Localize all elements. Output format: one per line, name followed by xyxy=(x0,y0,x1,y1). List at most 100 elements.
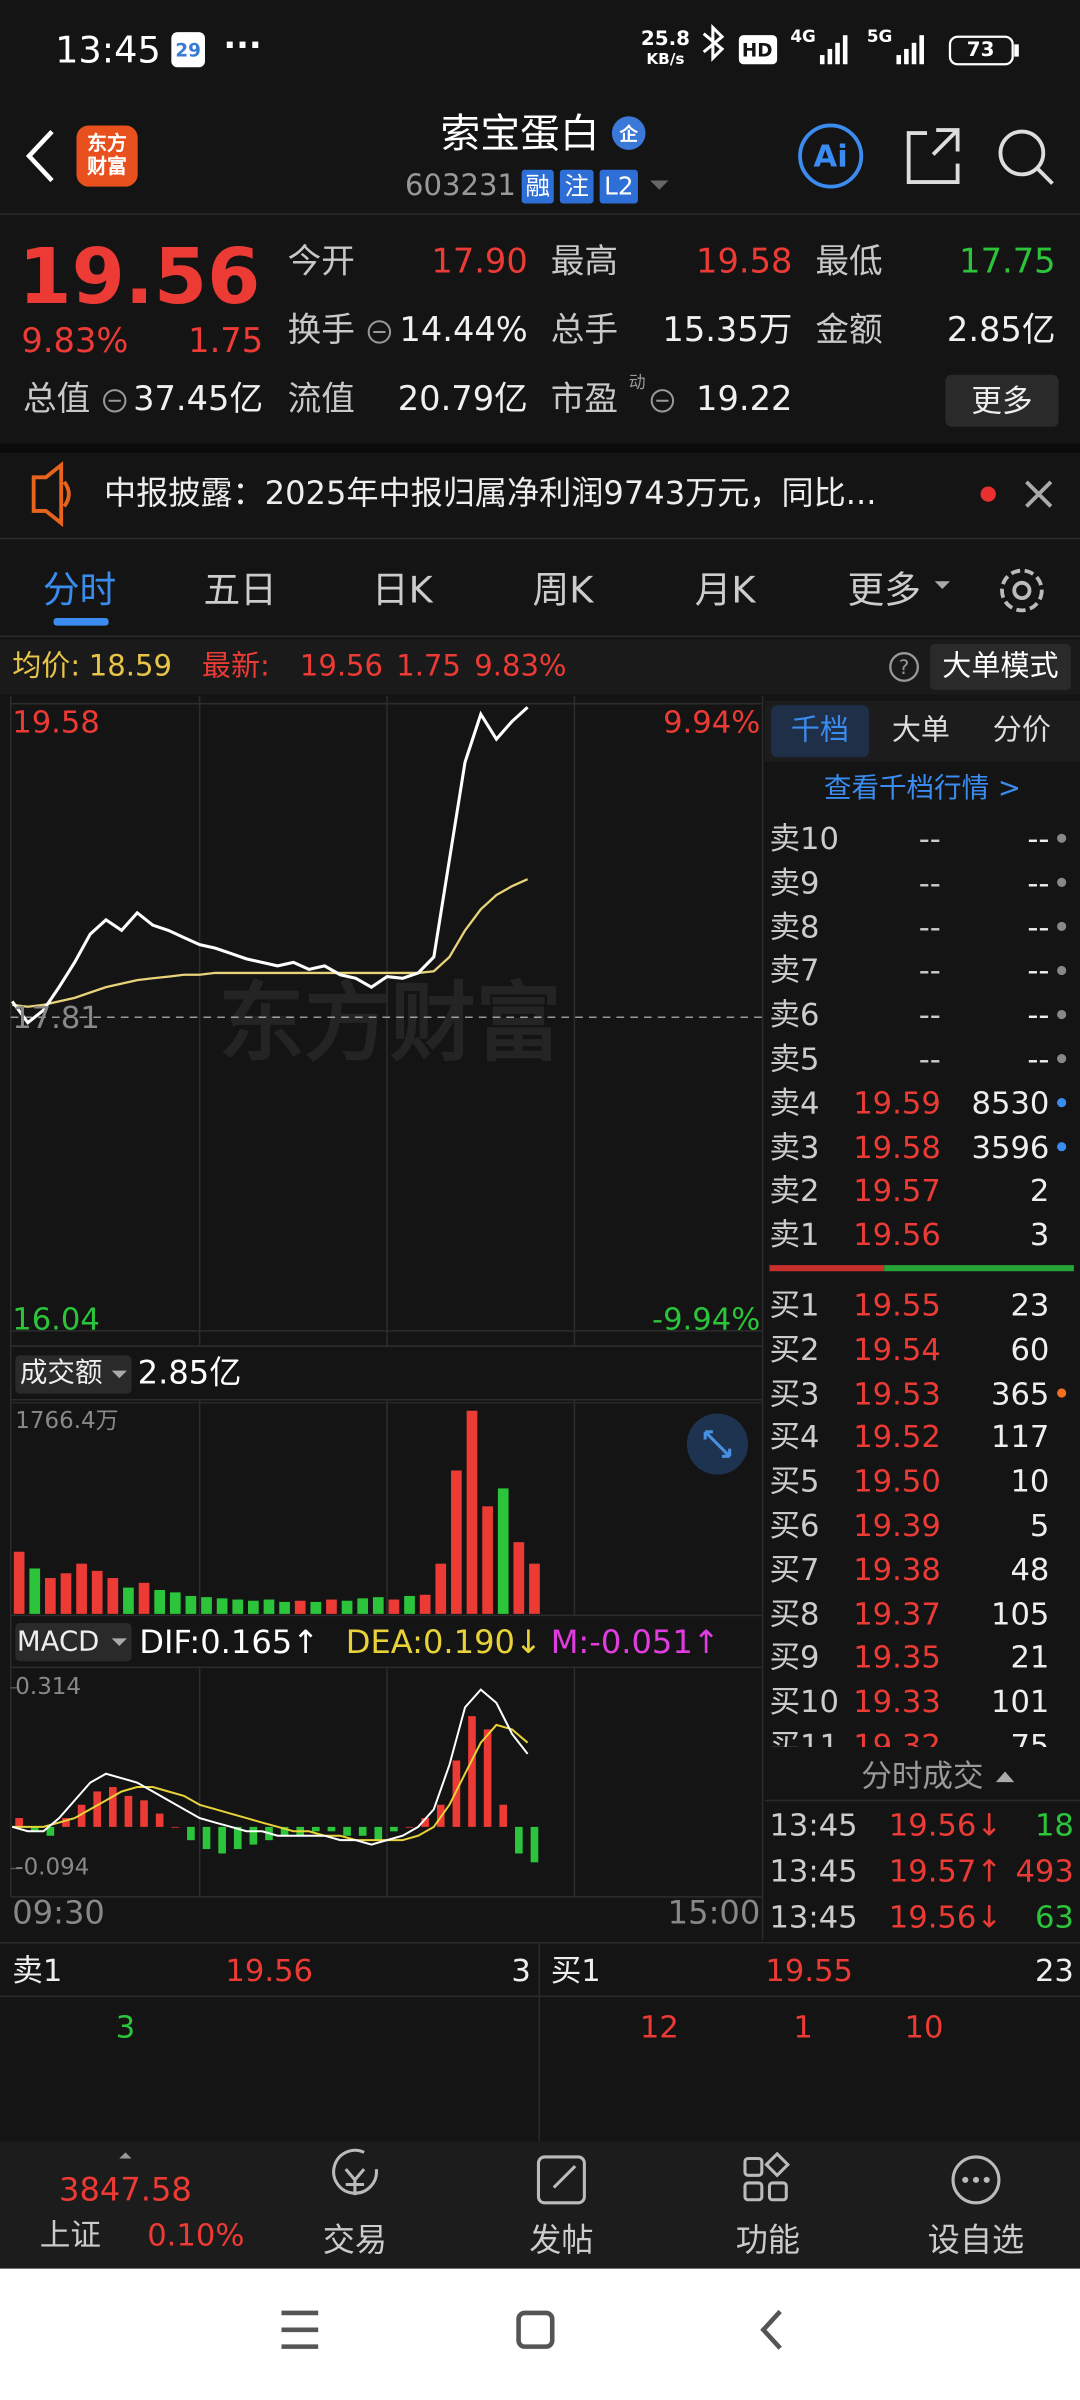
book-dot xyxy=(1057,1142,1067,1152)
nav-item[interactable]: 功能 xyxy=(735,2221,801,2259)
nav-item[interactable]: 设自选 xyxy=(927,2221,1025,2259)
volume-bar xyxy=(466,1410,478,1614)
tab[interactable]: 日K xyxy=(371,569,433,612)
trade-time: 13:45 xyxy=(769,1806,858,1844)
volume-bar xyxy=(216,1598,228,1614)
macd-selector[interactable] xyxy=(15,1623,132,1662)
book-level: 卖5 xyxy=(769,1040,820,1077)
book-tab[interactable]: 分价 xyxy=(992,713,1051,748)
stock-tag: 融 xyxy=(525,171,550,201)
book-volume: 48 xyxy=(1010,1550,1050,1588)
book-dot xyxy=(1057,877,1067,887)
book-volume: 5 xyxy=(1029,1506,1050,1544)
book-level: 卖4 xyxy=(769,1084,820,1121)
book-dot xyxy=(1057,1009,1067,1020)
tab[interactable]: 分时 xyxy=(42,569,117,612)
help-icon[interactable] xyxy=(889,652,919,682)
book-level: 卖1 xyxy=(769,1216,820,1254)
back-button[interactable] xyxy=(25,129,54,183)
calendar-icon xyxy=(171,32,205,68)
avg-value: 18.59 xyxy=(88,649,172,684)
book-level: 买10 xyxy=(769,1683,839,1720)
caret xyxy=(111,1638,127,1647)
book-price: 19.54 xyxy=(853,1330,941,1368)
ai-button[interactable] xyxy=(798,123,864,189)
buy-label: 买1 xyxy=(550,1951,601,1989)
book-link[interactable]: 查看千档行情 > xyxy=(823,772,1021,805)
watermark: 东方财富 xyxy=(218,974,562,1074)
help-icon[interactable]: ? xyxy=(898,657,910,680)
stock-badge: 企 xyxy=(619,123,638,146)
share-button[interactable] xyxy=(906,128,960,184)
dea-line xyxy=(12,1723,529,1842)
expand-button[interactable] xyxy=(686,1413,749,1475)
book-tab-selected[interactable] xyxy=(770,705,869,758)
book-level: 买3 xyxy=(769,1374,820,1412)
change-amount: 1.75 xyxy=(188,322,264,362)
search-button[interactable] xyxy=(998,129,1054,185)
macd-bar xyxy=(515,1826,523,1854)
book-price: 19.39 xyxy=(853,1506,941,1544)
tab[interactable]: 月K xyxy=(694,569,756,612)
book-tab[interactable]: 千档 xyxy=(790,713,850,748)
book-level: 买1 xyxy=(769,1286,820,1324)
index-value[interactable]: 3847.58 xyxy=(59,2171,192,2209)
sell-bar xyxy=(769,1265,885,1272)
field-value: 19.58 xyxy=(696,243,793,282)
tab[interactable]: 五日 xyxy=(203,569,277,612)
close-button[interactable] xyxy=(1025,480,1053,508)
index-name[interactable]: 上证 xyxy=(39,2216,101,2254)
volume-bar xyxy=(248,1600,259,1614)
ai-button[interactable]: Ai xyxy=(813,137,848,175)
volume-bar xyxy=(419,1594,431,1614)
nav-item[interactable]: 交易 xyxy=(322,2221,388,2259)
volume-bar xyxy=(326,1599,337,1614)
tab[interactable]: 更多 xyxy=(847,569,921,612)
book-price: 19.59 xyxy=(853,1084,941,1121)
settings-button[interactable] xyxy=(1000,568,1044,613)
book-price: 19.56 xyxy=(853,1216,941,1254)
hd-label: HD xyxy=(741,39,773,62)
book-price: 19.50 xyxy=(853,1462,941,1500)
clock: 13:45 xyxy=(55,29,161,72)
volume-bar xyxy=(388,1599,400,1614)
book-level: 买9 xyxy=(769,1638,820,1676)
macd-bar xyxy=(280,1826,289,1836)
mode-button[interactable] xyxy=(930,644,1071,690)
nav-icons[interactable] xyxy=(332,2148,1001,2205)
macd-selector[interactable]: MACD xyxy=(16,1626,100,1659)
more-button[interactable] xyxy=(945,374,1059,427)
app-logo-text: 东方财富 xyxy=(87,133,127,179)
book-level: 卖8 xyxy=(769,908,820,945)
book-tab[interactable]: 大单 xyxy=(891,713,950,748)
macd-bar xyxy=(327,1826,336,1832)
change-percent: 9.83% xyxy=(21,322,129,362)
volume-selector[interactable]: 成交额 xyxy=(19,1356,103,1390)
tab[interactable]: 周K xyxy=(532,569,594,612)
volume-bar xyxy=(294,1600,306,1614)
book-price: 19.37 xyxy=(853,1594,941,1632)
nav-item[interactable]: 发帖 xyxy=(529,2221,594,2259)
trade-volume: 18 xyxy=(1034,1806,1074,1844)
field-label: 今开 xyxy=(287,243,355,282)
y-tick-label: -0.094 xyxy=(15,1853,90,1882)
mode-button[interactable]: 大单模式 xyxy=(942,649,1059,684)
volume-bar xyxy=(497,1488,509,1614)
more-button[interactable]: 更多 xyxy=(971,382,1033,420)
trade-volume: 63 xyxy=(1034,1898,1074,1936)
volume-bar xyxy=(310,1601,322,1614)
volume-bar xyxy=(154,1589,166,1614)
stock-tag: L2 xyxy=(604,171,634,201)
book-volume: 3596 xyxy=(971,1128,1050,1166)
system-nav-buttons[interactable] xyxy=(281,2309,782,2350)
latest-percent: 9.83% xyxy=(474,649,567,684)
trades-title[interactable]: 分时成交 xyxy=(861,1757,984,1795)
news-ticker[interactable]: 中报披露：2025年中报归属净利润9743万元，同比... xyxy=(104,474,877,512)
macd-bar xyxy=(155,1813,164,1827)
volume-bar xyxy=(123,1587,134,1614)
chart-frame xyxy=(9,696,764,1940)
hd-icon xyxy=(738,35,778,65)
more-icon-dots xyxy=(962,2176,990,2183)
index-change[interactable]: 0.10% xyxy=(147,2216,245,2254)
volume-selector[interactable] xyxy=(15,1355,132,1394)
